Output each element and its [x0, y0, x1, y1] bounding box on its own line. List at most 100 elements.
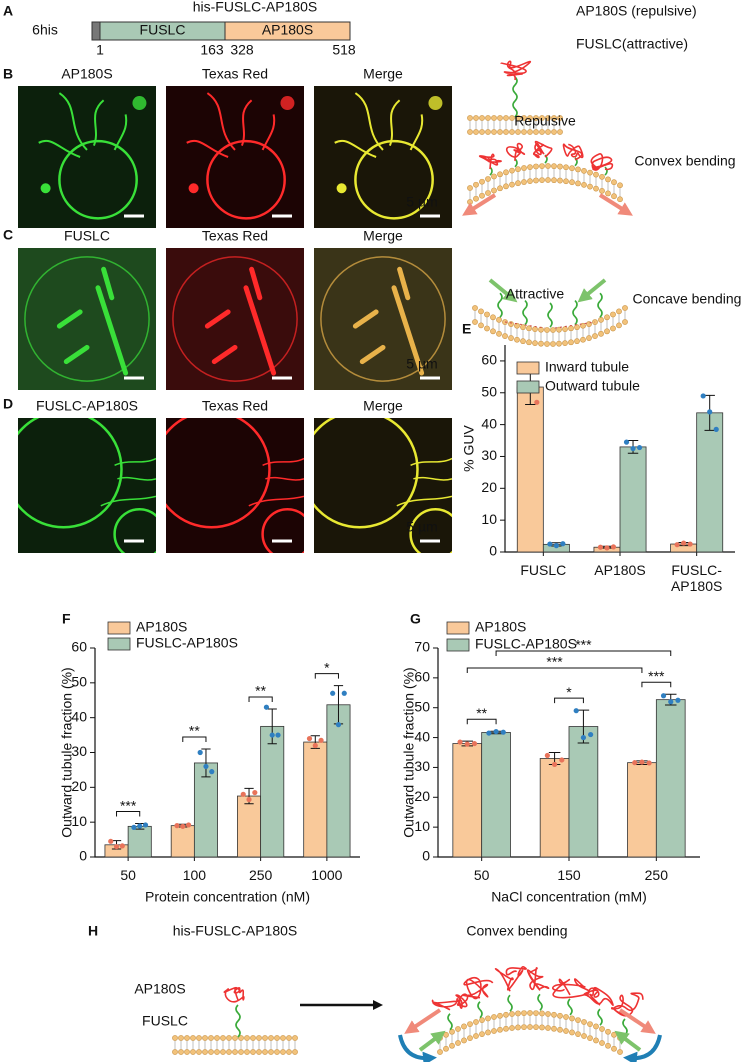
data-point — [707, 409, 713, 415]
vesicle — [354, 139, 434, 220]
panel-label: A — [3, 3, 13, 19]
panel-label: E — [462, 321, 471, 337]
lipid-head — [520, 324, 526, 331]
data-point — [119, 843, 125, 849]
domain-label: FUSLC — [140, 22, 186, 38]
significance-bracket — [641, 681, 672, 688]
lipid-head — [539, 129, 545, 135]
bar — [539, 758, 570, 858]
lipid-head — [592, 333, 598, 339]
y-tick-label: 70 — [414, 639, 430, 655]
lipid-head — [497, 129, 503, 135]
summary-title: Convex bending — [466, 923, 567, 939]
data-point — [197, 749, 203, 756]
data-point — [174, 823, 180, 829]
significance-bracket — [248, 696, 273, 702]
lipid-head — [491, 115, 497, 121]
tubule — [186, 92, 276, 158]
significance-label: *** — [648, 668, 665, 684]
micrograph — [18, 248, 156, 390]
lipid-head — [586, 335, 592, 341]
lipid-head — [497, 185, 503, 192]
protein-label: AP180S — [134, 981, 185, 997]
lipid-head — [479, 178, 485, 185]
y-tick-label: 30 — [414, 758, 430, 774]
lipid-head — [545, 129, 551, 135]
lipid-head — [449, 1028, 455, 1035]
linker — [235, 1004, 241, 1038]
bar — [170, 825, 195, 858]
data-point — [318, 737, 324, 743]
lipid-head — [503, 129, 509, 135]
lipid-head — [292, 1035, 298, 1041]
blob — [40, 183, 51, 194]
linker — [604, 166, 608, 176]
lipid-head — [286, 1035, 292, 1041]
lipid-head — [509, 167, 515, 174]
legend-swatch — [516, 380, 540, 394]
lipid-head — [563, 178, 569, 185]
lipid-head — [473, 1019, 479, 1025]
blob — [336, 183, 347, 194]
lipid-head — [599, 187, 605, 194]
lipid-head — [485, 1029, 491, 1036]
vesicle — [24, 256, 150, 382]
data-point — [559, 757, 565, 763]
lipid-head — [250, 1035, 256, 1041]
lipid-head — [562, 326, 568, 333]
lipid-head — [545, 1011, 551, 1017]
bar — [481, 732, 511, 858]
lipid-head — [274, 1035, 280, 1041]
data-point — [263, 704, 270, 710]
protein-domain — [562, 143, 584, 161]
lipid-head — [461, 1037, 467, 1044]
image-label: Merge — [363, 398, 403, 414]
residue-number: 518 — [332, 42, 356, 58]
data-point — [534, 399, 540, 405]
x-axis-label: Protein concentration (nM) — [145, 889, 310, 905]
lipid-head — [467, 185, 473, 191]
linker — [547, 302, 553, 328]
protein-domain — [499, 60, 532, 81]
lipid-head — [485, 176, 491, 182]
summary-title: his-FUSLC-AP180S — [173, 923, 298, 939]
x-tick-label: 250 — [248, 867, 273, 883]
lipid-head — [604, 328, 610, 335]
data-point — [269, 732, 275, 738]
lipid-head — [226, 1049, 232, 1055]
lipid-head — [491, 1014, 497, 1020]
lipid-head — [238, 1049, 244, 1055]
data-point — [632, 760, 638, 766]
x-tick-label: 50 — [473, 867, 490, 883]
micrograph — [166, 86, 304, 228]
bar — [452, 743, 483, 858]
lipid-head — [521, 1024, 527, 1031]
tubule — [352, 266, 425, 376]
lipid-head — [502, 333, 508, 339]
linker — [477, 1001, 483, 1019]
domain — [224, 21, 351, 41]
y-tick-label: 0 — [79, 848, 87, 864]
data-point — [341, 690, 347, 696]
arrow — [488, 278, 518, 303]
y-tick-label: 60 — [414, 669, 430, 685]
lipid-head — [202, 1049, 208, 1055]
micrograph — [18, 86, 156, 228]
significance-label: *** — [546, 654, 563, 670]
x-tick-label: 100 — [182, 867, 207, 883]
lipid-head — [262, 1049, 268, 1055]
micrograph-bg — [166, 418, 304, 553]
lipid-head — [556, 340, 562, 347]
lipid-head — [611, 1045, 617, 1052]
data-point — [240, 791, 246, 797]
lipid-head — [557, 1026, 563, 1033]
lipid-head — [533, 1010, 539, 1017]
lipid-head — [581, 1019, 587, 1025]
schematic-label: Convex bending — [634, 153, 735, 169]
lipid-head — [587, 169, 593, 176]
data-point — [108, 838, 114, 844]
tubule — [56, 266, 129, 376]
lipid-head — [208, 1035, 214, 1041]
lipid-head — [521, 115, 527, 121]
